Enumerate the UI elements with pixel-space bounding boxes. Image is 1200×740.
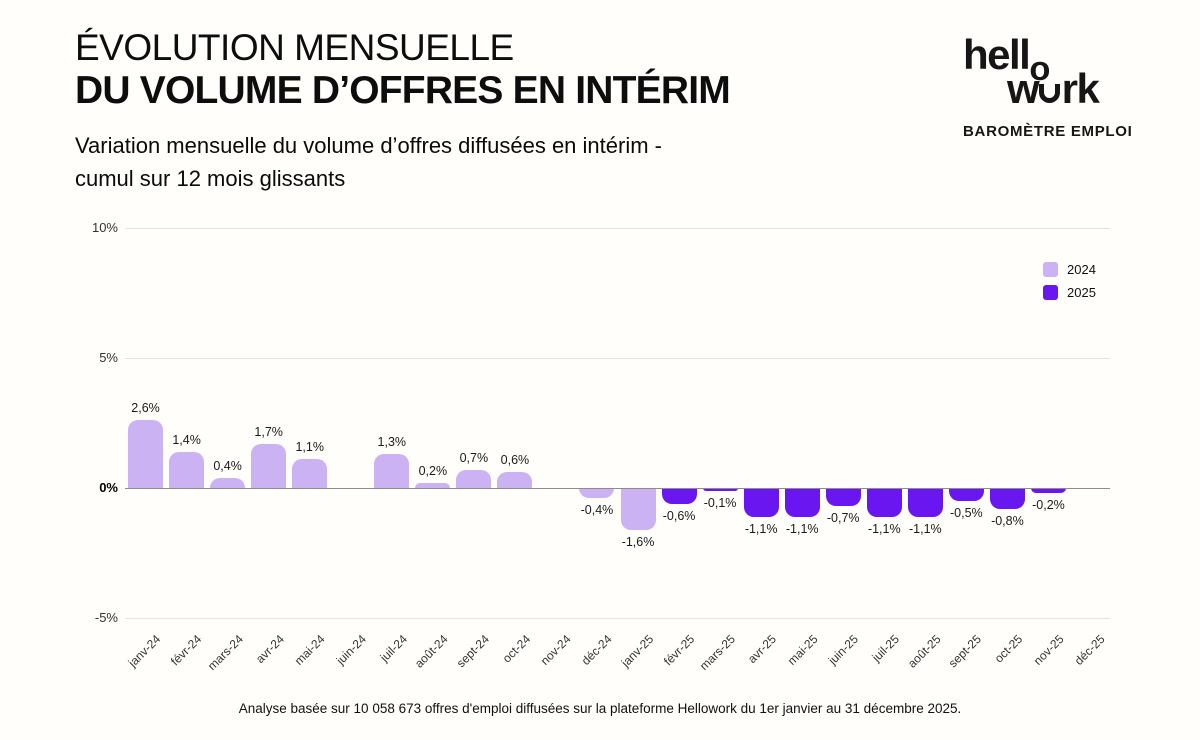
bar-nov-25 (1030, 488, 1066, 494)
x-axis-label-avr-25: avr-25 (745, 632, 780, 666)
bar-value-label: 0,2% (418, 463, 448, 478)
x-axis-label-juin-25: juin-25 (825, 632, 862, 668)
bar-value-label: 1,4% (172, 432, 201, 447)
bar-mai-24 (292, 459, 328, 488)
logo-text-rk: rk (1061, 65, 1100, 113)
gridline (125, 618, 1110, 619)
bar-value-label: -0,1% (703, 495, 737, 510)
x-axis-label-août-24: août-24 (412, 632, 451, 671)
bar-oct-24 (497, 472, 533, 488)
x-axis-label-juil-25: juil-25 (869, 632, 903, 665)
bar-value-label: -1,1% (908, 521, 942, 536)
legend-swatch-2025 (1043, 284, 1058, 300)
bar-août-24 (415, 482, 451, 488)
zero-axis-line (125, 488, 1110, 489)
x-axis-label-août-25: août-25 (904, 632, 944, 671)
hellowork-logo: hello w rk (963, 34, 1133, 110)
bar-oct-25 (989, 488, 1025, 509)
page-title-line1: ÉVOLUTION MENSUELLE (75, 27, 514, 68)
logo-text-hell: hell (963, 31, 1031, 78)
logo-text-w: w (1007, 65, 1040, 113)
logo-dropped-o: o (1029, 50, 1050, 89)
bar-value-label: -0,5% (950, 506, 983, 520)
page-subtitle-line2: cumul sur 12 mois glissants (75, 165, 346, 191)
bar-value-label: 0,7% (459, 450, 489, 465)
bar-févr-25 (661, 488, 697, 504)
page-subtitle: Variation mensuelle du volume d’offres d… (75, 129, 855, 195)
x-axis-label-avr-24: avr-24 (252, 632, 287, 666)
bar-value-label: -0,2% (1032, 498, 1065, 513)
bar-value-label: -0,7% (826, 511, 860, 526)
x-axis-label-nov-24: nov-24 (537, 632, 574, 668)
x-axis-label-juin-24: juin-24 (333, 632, 369, 668)
gridline (125, 358, 1110, 359)
bar-value-label: 0,4% (213, 458, 242, 473)
legend-item-2024: 2024 (1043, 261, 1096, 277)
x-axis-label-oct-24: oct-24 (499, 632, 533, 666)
bar-value-label: -0,8% (991, 513, 1024, 528)
bar-juil-24 (374, 454, 410, 488)
bar-value-label: -0,6% (662, 508, 696, 523)
y-axis-tick-label: 0% (99, 480, 118, 495)
brand-block: hello w rk BAROMÈTRE EMPLOI (963, 34, 1133, 140)
legend-item-2025: 2025 (1043, 284, 1096, 300)
x-axis-label-févr-25: févr-25 (660, 632, 697, 669)
bar-févr-24 (169, 451, 205, 488)
x-axis-label-mars-25: mars-25 (696, 632, 739, 674)
x-axis-label-mars-24: mars-24 (204, 632, 246, 674)
logo-horseshoe-icon (1039, 84, 1061, 104)
source-note: Analyse basée sur 10 058 673 offres d'em… (238, 701, 962, 716)
bar-value-label: -1,1% (867, 521, 901, 536)
chart-legend: 2024 2025 (1043, 261, 1096, 307)
bar-value-label: 1,3% (377, 435, 407, 450)
bar-value-label: -0,4% (580, 503, 614, 518)
bar-janv-24 (128, 420, 164, 488)
y-axis-tick-label: 10% (91, 220, 118, 235)
logo-line2: w rk (1007, 68, 1133, 110)
x-axis-label-nov-25: nov-25 (1030, 632, 1067, 668)
bar-value-label: 0,6% (500, 453, 530, 468)
bar-janv-25 (620, 488, 656, 530)
bar-juin-25 (825, 488, 861, 507)
bar-août-25 (907, 488, 943, 517)
x-axis-label-sept-25: sept-25 (946, 632, 985, 671)
legend-label-2024: 2024 (1067, 261, 1096, 277)
bar-value-label: 1,1% (295, 440, 324, 455)
bar-mai-25 (784, 488, 820, 517)
bar-avr-24 (251, 443, 287, 488)
legend-swatch-2024 (1043, 261, 1058, 277)
x-axis-label-déc-24: déc-24 (579, 632, 615, 668)
bar-mars-25 (702, 488, 738, 491)
header: ÉVOLUTION MENSUELLE DU VOLUME D’OFFRES E… (75, 26, 855, 195)
bar-déc-24 (579, 488, 615, 499)
x-axis-label-janv-25: janv-25 (618, 632, 656, 670)
x-axis-label-juil-24: juil-24 (377, 632, 410, 665)
bar-juil-25 (866, 488, 902, 517)
bar-avr-25 (743, 488, 779, 517)
bar-value-label: -1,6% (621, 534, 655, 549)
x-axis-label-mai-24: mai-24 (291, 632, 328, 668)
brand-tagline: BAROMÈTRE EMPLOI (963, 122, 1133, 140)
x-axis-label-déc-25: déc-25 (1071, 632, 1108, 668)
y-axis-tick-label: -5% (94, 610, 118, 625)
x-axis-label-mai-25: mai-25 (784, 632, 821, 668)
x-axis-label-oct-25: oct-25 (991, 632, 1026, 666)
legend-label-2025: 2025 (1067, 284, 1096, 300)
page-subtitle-line1: Variation mensuelle du volume d’offres d… (75, 132, 662, 158)
x-axis-label-févr-24: févr-24 (168, 632, 205, 669)
bar-value-label: -1,1% (744, 521, 778, 536)
y-axis-tick-label: 5% (99, 350, 118, 365)
x-axis-label-sept-24: sept-24 (453, 632, 492, 671)
gridline (125, 228, 1110, 229)
bar-value-label: -1,1% (785, 521, 819, 536)
bar-mars-24 (210, 477, 246, 488)
bar-sept-24 (456, 469, 492, 488)
page-title-line2: DU VOLUME D’OFFRES EN INTÉRIM (75, 68, 731, 112)
bar-sept-25 (948, 488, 984, 501)
bar-value-label: 2,6% (131, 401, 160, 416)
bar-value-label: 1,7% (254, 424, 283, 439)
x-axis-label-janv-24: janv-24 (125, 632, 164, 670)
